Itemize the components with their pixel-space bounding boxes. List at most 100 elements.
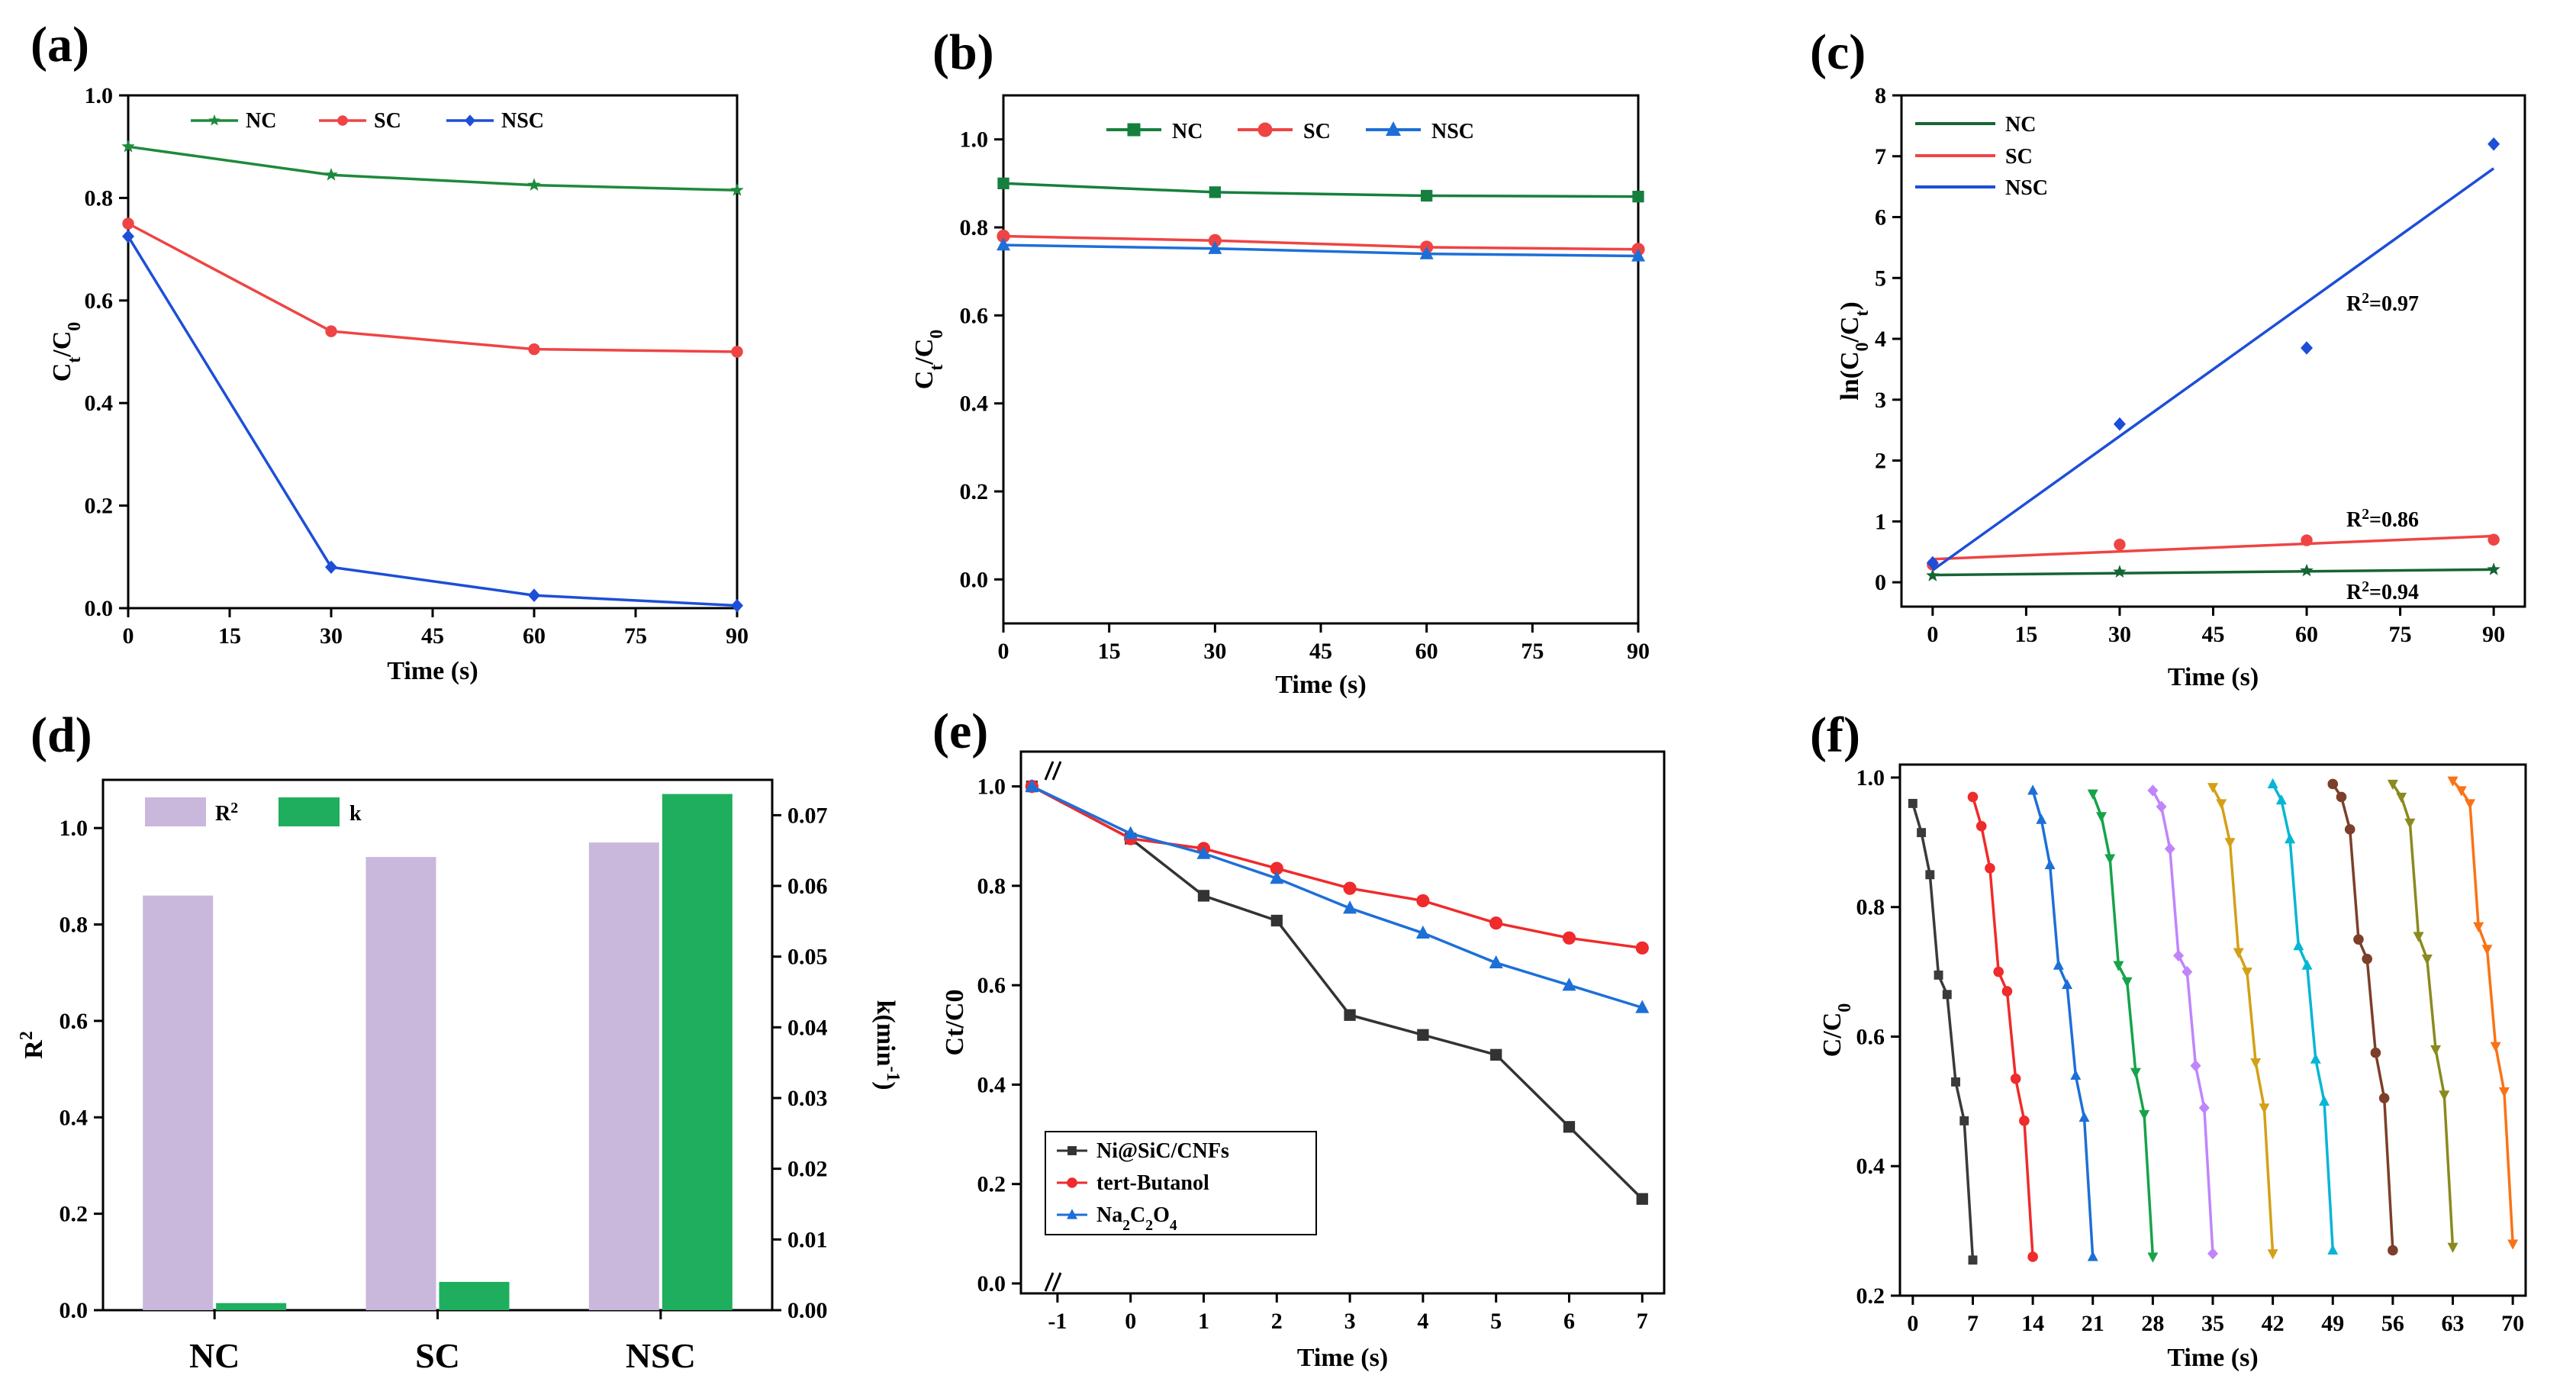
- series-SC: [1927, 533, 2500, 571]
- data-point: [1490, 1048, 1502, 1061]
- x-tick-label: 35: [2201, 1311, 2224, 1336]
- cycle-line: [2031, 790, 2095, 1258]
- series-NC: [1926, 562, 2500, 581]
- y2-tick-label: 0.04: [787, 1015, 828, 1040]
- data-point: [122, 217, 134, 230]
- cycle-5: [2147, 784, 2218, 1260]
- data-point: [1196, 845, 1211, 859]
- x-tick-label: 6: [1563, 1309, 1575, 1334]
- series-tert-Butanol: [1025, 779, 1649, 955]
- data-point: [2310, 1053, 2321, 1064]
- y-tick-label: 0.4: [60, 1105, 89, 1130]
- panel-label-f: (f): [1810, 707, 1860, 763]
- bar-r2: [588, 842, 659, 1310]
- cycle-line: [2211, 786, 2275, 1254]
- series-SC: [997, 229, 1645, 256]
- legend-label: k: [349, 802, 362, 826]
- bar-k: [216, 1303, 287, 1310]
- x-tick-label: 1: [1198, 1309, 1209, 1334]
- series-NSC: [1926, 137, 2500, 572]
- data-point: [2190, 1059, 2201, 1072]
- series-line: [127, 222, 738, 353]
- data-point: [2207, 1248, 2218, 1260]
- x-tick-label: 90: [1627, 639, 1650, 664]
- data-point: [1975, 820, 1987, 832]
- x-tick-label: 90: [726, 623, 749, 649]
- data-point: [1419, 246, 1434, 259]
- bar-r2: [365, 857, 436, 1310]
- y-tick-label: 0.6: [60, 1009, 89, 1034]
- data-point: [2447, 1242, 2458, 1254]
- series-Na₂C₂O₄: [1025, 778, 1650, 1013]
- y-tick-label: 0.4: [1856, 1154, 1885, 1179]
- data-point: [1985, 863, 1995, 874]
- cycle-4: [2087, 789, 2159, 1263]
- data-point: [1926, 568, 1940, 581]
- data-point: [2293, 939, 2304, 951]
- data-point: [1636, 1193, 1648, 1205]
- plot-frame: [1898, 763, 2527, 1297]
- y-tick-label: 0.0: [60, 1298, 89, 1323]
- data-point: [2241, 968, 2252, 978]
- x-tick-label: 60: [2295, 622, 2318, 647]
- legend-marker: [1386, 121, 1401, 136]
- y2-tick-label: 0.06: [787, 874, 828, 899]
- data-point: [2319, 1095, 2330, 1106]
- data-point: [2095, 812, 2107, 823]
- data-point: [1959, 1116, 1969, 1126]
- y-tick-label: 4: [1875, 327, 1886, 352]
- data-point: [731, 598, 743, 613]
- data-point: [2164, 842, 2175, 855]
- legend-box: [1045, 1131, 1317, 1235]
- x-axis-title: Time (s): [1275, 671, 1366, 699]
- r2-annotation: R2=0.94: [2346, 579, 2419, 605]
- x-tick-label: 90: [2482, 622, 2505, 647]
- data-point: [2487, 137, 2500, 151]
- data-point: [1209, 186, 1221, 198]
- y2-tick-label: 0.05: [787, 945, 828, 970]
- data-point: [1908, 798, 1918, 808]
- data-point: [1951, 1077, 1960, 1087]
- panel-label-a: (a): [31, 17, 89, 72]
- legend-marker: [1067, 1146, 1077, 1155]
- series-Ni@SiC/CNFs: [1026, 780, 1648, 1205]
- data-point: [1917, 828, 1927, 838]
- series-line: [127, 145, 738, 192]
- x-tick-label: 75: [2389, 622, 2412, 647]
- data-point: [1417, 1029, 1429, 1041]
- data-point: [1967, 791, 1979, 803]
- data-point: [2001, 986, 2013, 997]
- cycle-line: [2272, 783, 2335, 1251]
- x-tick-label: 7: [1637, 1309, 1648, 1334]
- y-tick-label: 0.8: [1856, 895, 1885, 920]
- x-tick-label: 42: [2262, 1311, 2285, 1336]
- data-point: [1635, 1000, 1650, 1013]
- y-tick-label: 7: [1875, 144, 1886, 169]
- y2-tick-label: 0.02: [787, 1157, 828, 1182]
- data-point: [324, 168, 338, 181]
- x-tick-label: 2: [1271, 1309, 1283, 1334]
- data-point: [1343, 900, 1357, 914]
- panel-label-d: (d): [31, 707, 92, 763]
- x-tick-label: 15: [218, 623, 241, 649]
- bar-k: [439, 1281, 510, 1310]
- data-point: [2267, 778, 2278, 789]
- cycle-10: [2447, 776, 2519, 1250]
- data-point: [2413, 932, 2424, 942]
- legend-swatch-r2: [145, 797, 206, 826]
- legend-label: NSC: [1431, 120, 1474, 143]
- data-point: [2336, 791, 2347, 803]
- legend-label: NC: [2005, 113, 2036, 137]
- data-point: [2036, 813, 2047, 824]
- data-point: [2404, 818, 2416, 829]
- data-point: [122, 230, 134, 243]
- x-axis-title: Time (s): [2168, 663, 2259, 691]
- data-point: [2139, 1109, 2150, 1121]
- y-tick-label: 0.6: [960, 303, 989, 328]
- x-tick-label: 21: [2082, 1311, 2104, 1336]
- x-tick-label: 15: [1098, 639, 1121, 664]
- y-axis-title: ln(C0/Ct): [1836, 301, 1872, 400]
- data-point: [2421, 955, 2433, 965]
- data-point: [2156, 800, 2167, 813]
- y-tick-label: 1.0: [85, 83, 114, 108]
